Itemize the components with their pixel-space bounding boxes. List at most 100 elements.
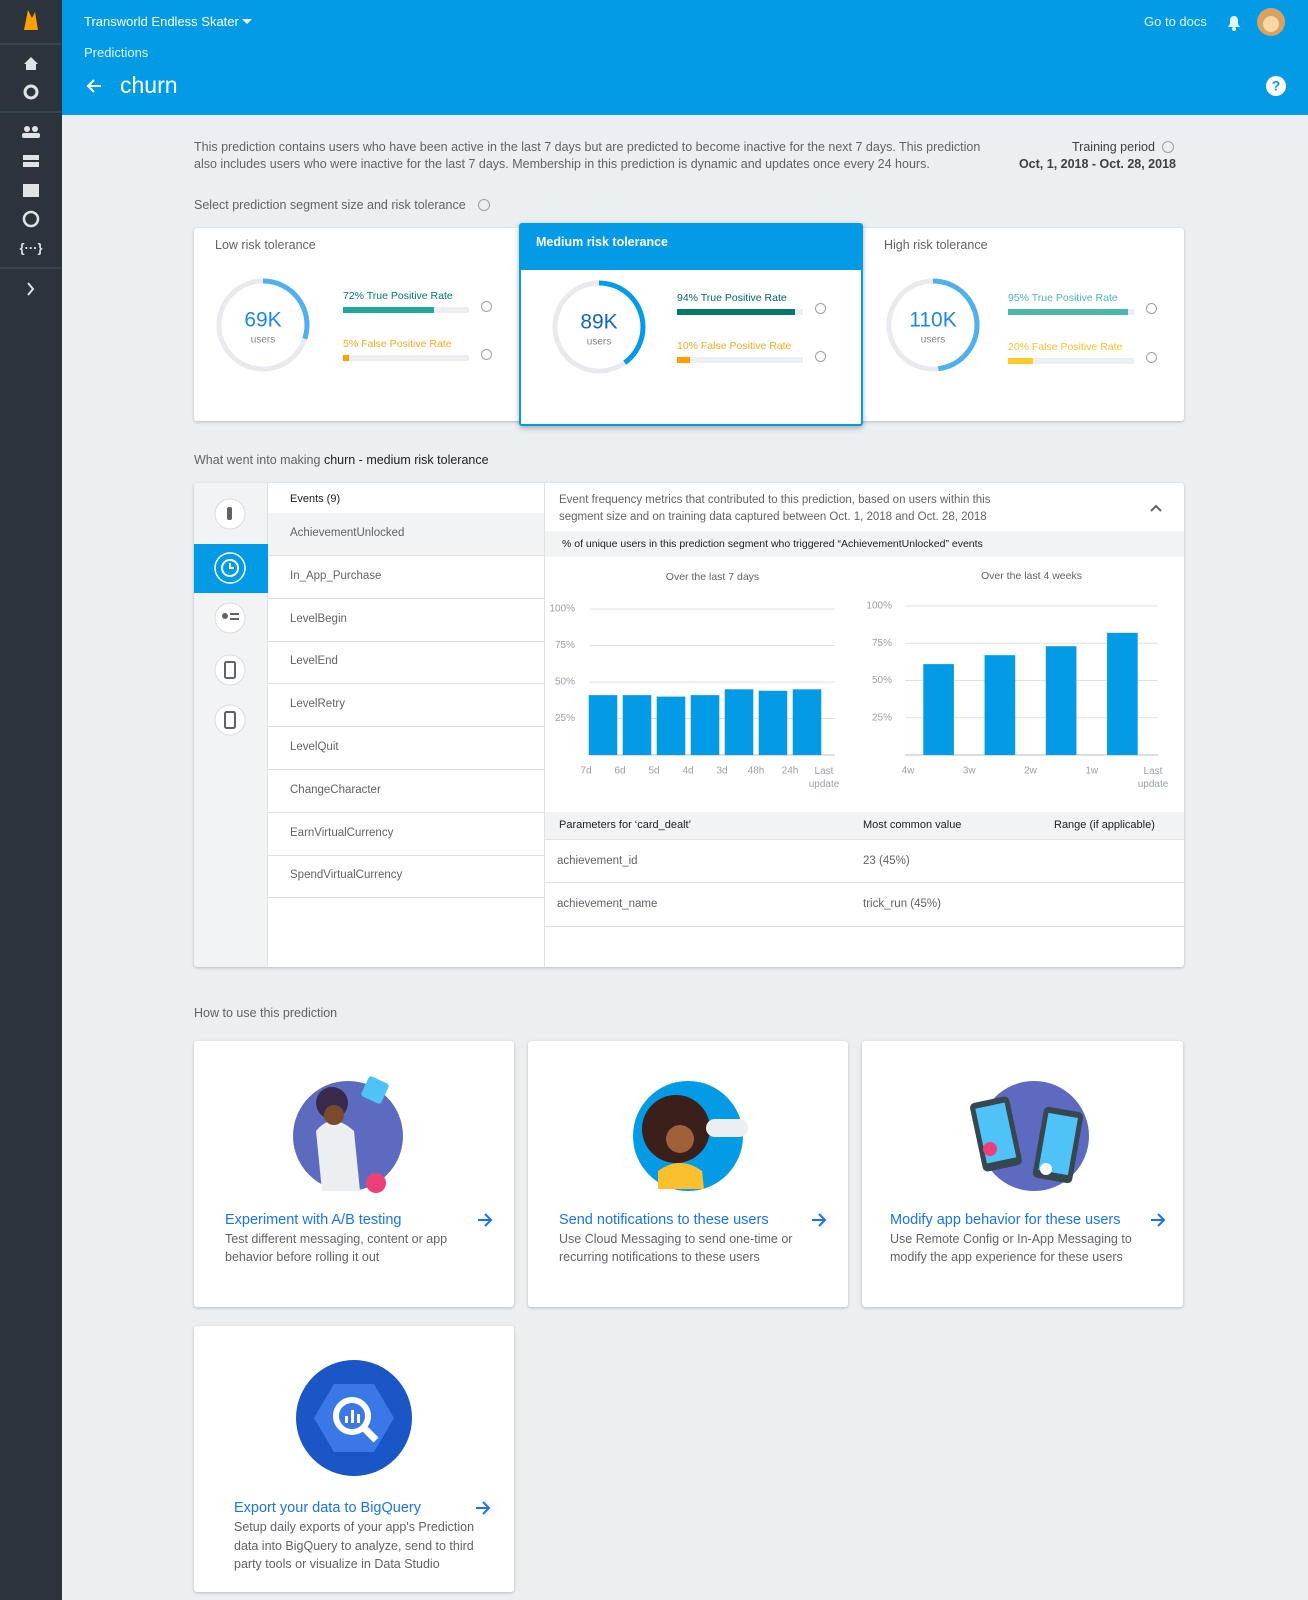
rate-label: 5% False Positive Rate [343, 338, 452, 350]
arrow-icon[interactable] [474, 1499, 492, 1517]
card-title[interactable]: Modify app behavior for these users [890, 1212, 1121, 1228]
event-row[interactable]: ChangeCharacter [268, 770, 544, 813]
back-arrow[interactable] [84, 76, 104, 96]
arrow-icon[interactable] [476, 1211, 494, 1229]
database-icon[interactable] [23, 155, 39, 160]
functions-icon[interactable]: {···} [19, 240, 42, 255]
help-icon[interactable] [815, 303, 826, 314]
metrics-description: Event frequency metrics that contributed… [559, 494, 991, 523]
device-icon[interactable] [214, 654, 246, 686]
avatar[interactable] [1256, 7, 1286, 37]
bar [923, 664, 954, 755]
option-title: High risk tolerance [884, 238, 988, 252]
bar [690, 695, 720, 755]
action-card[interactable]: Send notifications to these users Use Cl… [528, 1041, 848, 1307]
tolerance-panel: Low risk tolerance 69K users 72% True Posit… [194, 223, 1184, 426]
page-title: churn [120, 72, 178, 98]
event-row[interactable]: SpendVirtualCurrency [268, 855, 544, 899]
help-icon[interactable] [481, 301, 492, 312]
card-title[interactable]: Export your data to BigQuery [234, 1500, 421, 1516]
event-row[interactable]: LevelBegin [268, 599, 544, 642]
tolerance-option[interactable]: Low risk tolerance 69K users 72% True Posit… [194, 228, 519, 421]
event-name: LevelEnd [290, 655, 338, 668]
rate-label: 72% True Positive Rate [343, 290, 453, 302]
time-icon[interactable] [214, 552, 246, 584]
users-unit: users [587, 337, 611, 348]
event-name: AchievementUnlocked [290, 527, 405, 539]
training-range: Oct, 1, 2018 - Oct. 28, 2018 [1018, 157, 1176, 171]
users-ring: 110K users [886, 278, 980, 372]
events-header: Events (9) [290, 493, 341, 505]
docs-link[interactable]: Go to docs [1144, 14, 1207, 29]
option-header [521, 225, 861, 270]
x-tick-label: 48h [748, 766, 765, 777]
tolerance-option[interactable]: Medium risk tolerance 89K users 94% True Po… [519, 223, 863, 426]
help-icon[interactable] [477, 198, 491, 212]
event-row[interactable]: AchievementUnlocked [268, 513, 544, 556]
touch-icon [227, 507, 232, 520]
users-icon[interactable] [24, 126, 30, 132]
action-card[interactable]: Modify app behavior for these users Use … [862, 1041, 1183, 1307]
dropdown-icon[interactable] [240, 15, 254, 27]
help-icon[interactable] [1146, 352, 1157, 363]
chart-title: Over the last 4 weeks [981, 570, 1082, 582]
rate-label: 94% True Positive Rate [677, 292, 787, 304]
category-icons [214, 498, 246, 736]
storage-icon[interactable] [23, 184, 39, 197]
home-icon[interactable] [24, 57, 38, 70]
rate-track [1008, 358, 1134, 364]
help-icon[interactable] [1161, 140, 1175, 154]
action-card[interactable]: Export your data to BigQuery Setup daily… [194, 1326, 514, 1592]
heading-prediction: churn - medium risk tolerance [323, 453, 489, 467]
ring-arc [552, 280, 646, 374]
header: Transworld Endless Skater Predictions ch… [62, 0, 1308, 115]
segment-label: Select prediction segment size and risk … [194, 198, 466, 212]
sidebar-icons: {···} [0, 10, 62, 296]
expand-icon[interactable] [27, 282, 35, 296]
events-list: Events (9) AchievementUnlocked In_App_Pur… [268, 483, 545, 967]
event-row[interactable]: LevelRetry [268, 684, 544, 728]
params-row [545, 883, 1184, 927]
event-row[interactable]: EarnVirtualCurrency [268, 813, 544, 856]
x-tick-label: 5d [648, 766, 659, 777]
notifications-icon[interactable] [1224, 12, 1244, 32]
collapse-icon[interactable] [1149, 503, 1163, 513]
help-icon[interactable] [1146, 303, 1157, 314]
card-title[interactable]: Send notifications to these users [559, 1212, 769, 1228]
event-row[interactable]: LevelQuit [268, 727, 544, 770]
action-card[interactable]: Experiment with A/B testing Test differe… [194, 1041, 514, 1307]
params-header: Range (if applicable) [1054, 819, 1155, 831]
event-row[interactable]: LevelEnd [268, 641, 544, 685]
users-count: 69K [244, 309, 281, 332]
how-to-heading: How to use this prediction [194, 1006, 338, 1020]
params-row [545, 839, 1184, 883]
details-panel: Events (9) AchievementUnlocked In_App_Pur… [194, 483, 1184, 967]
hosting-icon[interactable] [22, 210, 40, 228]
y-tick-label: 75% [555, 640, 575, 651]
x-tick-label: 3d [716, 766, 727, 777]
bar [792, 689, 822, 755]
bar [724, 689, 754, 755]
users-ring: 69K users [216, 278, 310, 372]
option-title: Low risk tolerance [215, 238, 316, 252]
breadcrumb[interactable]: Predictions [84, 45, 149, 60]
help-icon[interactable] [481, 349, 492, 360]
card-title[interactable]: Experiment with A/B testing [225, 1212, 402, 1228]
settings-icon[interactable] [23, 84, 39, 100]
x-tick-label: 1w [1085, 766, 1099, 777]
event-name: LevelRetry [290, 698, 345, 711]
code-icon[interactable] [214, 704, 246, 736]
details-heading: What went into making churn - medium ris… [194, 454, 489, 467]
project-name[interactable]: Transworld Endless Skater [84, 14, 239, 29]
help-icon[interactable] [815, 351, 826, 362]
arrow-icon[interactable] [1149, 1211, 1167, 1229]
event-row[interactable]: In_App_Purchase [268, 556, 544, 599]
event-name: LevelBegin [290, 612, 347, 625]
event-name: SpendVirtualCurrency [290, 869, 403, 882]
option-title: Medium risk tolerance [536, 235, 668, 249]
help-icon[interactable]: ? [1265, 75, 1287, 97]
rate-bar [1008, 358, 1034, 364]
tolerance-option[interactable]: High risk tolerance 110K users 95% True Pos… [863, 228, 1184, 421]
arrow-icon[interactable] [810, 1211, 828, 1229]
